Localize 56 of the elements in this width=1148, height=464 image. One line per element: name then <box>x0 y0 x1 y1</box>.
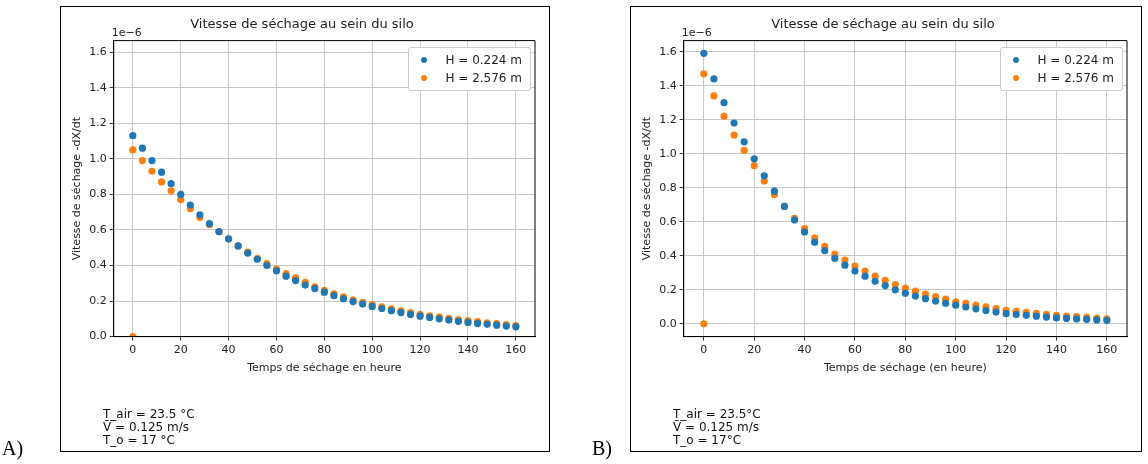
y-tick-label: 0.4 <box>659 248 677 262</box>
y-tick-label: 0.2 <box>659 282 677 296</box>
x-tick-label: 0 <box>129 343 137 357</box>
x-tick-label: 140 <box>1045 343 1067 357</box>
x-tick-label: 120 <box>995 343 1017 357</box>
text: V̄ = 0.125 m/s <box>103 420 191 434</box>
x-tick-label: 80 <box>898 343 913 357</box>
y-tick-label: 1.4 <box>659 78 677 92</box>
text: 1e−6 <box>681 25 712 39</box>
x-tick-label: 100 <box>361 343 383 357</box>
x-tick-label: 120 <box>409 343 431 357</box>
y-tick-label: 0.8 <box>89 187 107 201</box>
y-tick-label: 0.8 <box>659 180 677 194</box>
x-axis-title: Temps de séchage en heure <box>246 361 402 375</box>
y-tick-label: 1.2 <box>89 116 107 130</box>
y-tick-label: 1.6 <box>659 44 677 58</box>
chart-title: Vitesse de séchage au sein du silo <box>190 16 414 32</box>
y-tick-label: 0.0 <box>89 329 107 343</box>
y-tick-label: 1.0 <box>659 146 677 160</box>
text: V̄ = 0.125 m/s <box>673 420 761 434</box>
chart-title: Vitesse de séchage au sein du silo <box>771 16 995 32</box>
y-tick-label: 0.4 <box>89 258 107 272</box>
text: T_air = 23.5 °C <box>103 407 195 421</box>
legend-label: H = 2.576 m <box>1037 70 1114 85</box>
y-tick-label: 0.6 <box>659 214 677 228</box>
text: T_air = 23.5°C <box>673 407 761 421</box>
y-axis-title: Vitesse de séchage -dX/dt <box>640 116 654 261</box>
y-tick-label: 1.6 <box>89 45 107 59</box>
text: T_o = 17 °C <box>103 433 176 447</box>
x-tick-label: 20 <box>747 343 762 357</box>
text: B) <box>592 437 612 460</box>
x-tick-label: 100 <box>945 343 967 357</box>
legend-label: H = 0.224 m <box>445 52 522 67</box>
y-tick-label: 0.2 <box>89 293 107 307</box>
legend-label: H = 0.224 m <box>1037 52 1114 67</box>
y-tick-label: 0.0 <box>659 316 677 330</box>
x-tick-label: 0 <box>700 343 708 357</box>
y-axis-title: Vitesse de séchage -dX/dt <box>70 116 84 261</box>
legend-label: H = 2.576 m <box>445 70 522 85</box>
x-tick-label: 160 <box>1096 343 1118 357</box>
y-tick-label: 0.6 <box>89 222 107 236</box>
x-tick-label: 20 <box>173 343 188 357</box>
x-tick-label: 140 <box>457 343 479 357</box>
x-axis-title: Temps de séchage (en heure) <box>822 361 987 375</box>
x-tick-label: 80 <box>317 343 332 357</box>
x-tick-label: 40 <box>797 343 812 357</box>
text: A) <box>2 437 24 460</box>
x-tick-label: 40 <box>221 343 236 357</box>
text: 1e−6 <box>111 25 142 39</box>
x-tick-label: 60 <box>269 343 284 357</box>
x-tick-label: 160 <box>505 343 527 357</box>
y-tick-label: 1.2 <box>659 112 677 126</box>
y-tick-label: 1.4 <box>89 80 107 94</box>
y-tick-label: 1.0 <box>89 151 107 165</box>
x-tick-label: 60 <box>847 343 862 357</box>
text: T_o = 17°C <box>673 433 742 447</box>
